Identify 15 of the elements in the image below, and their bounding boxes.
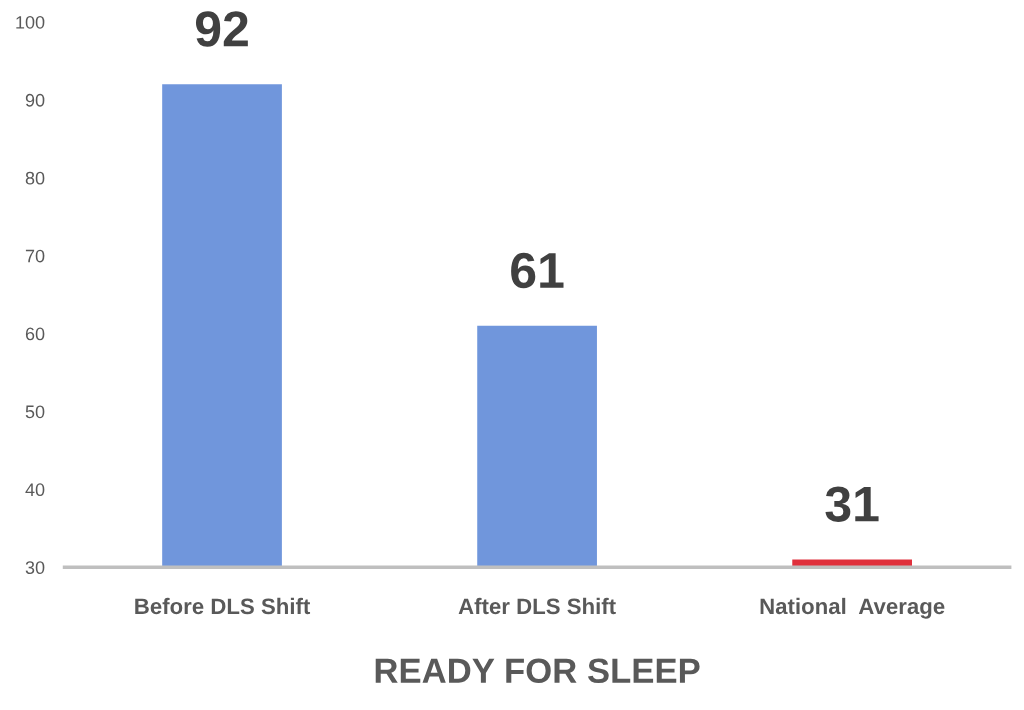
y-tick-label: 50 <box>25 405 45 419</box>
y-tick-label: 40 <box>25 483 45 497</box>
data-label: 31 <box>825 486 879 522</box>
x-axis-title: READY FOR SLEEP <box>375 658 700 684</box>
y-tick-label: 90 <box>25 93 45 107</box>
data-label: 61 <box>511 252 564 289</box>
data-label: 92 <box>195 11 248 47</box>
y-tick-label: 30 <box>25 561 45 575</box>
x-tick-label: After DLS Shift <box>458 597 616 615</box>
x-tick-label: National Average <box>760 597 945 619</box>
y-tick-label: 70 <box>25 249 45 263</box>
y-tick-label: 60 <box>25 327 45 341</box>
y-tick-label: 80 <box>25 171 45 185</box>
x-tick-label: Before DLS Shift <box>135 597 311 615</box>
y-tick-label: 100 <box>16 15 45 29</box>
